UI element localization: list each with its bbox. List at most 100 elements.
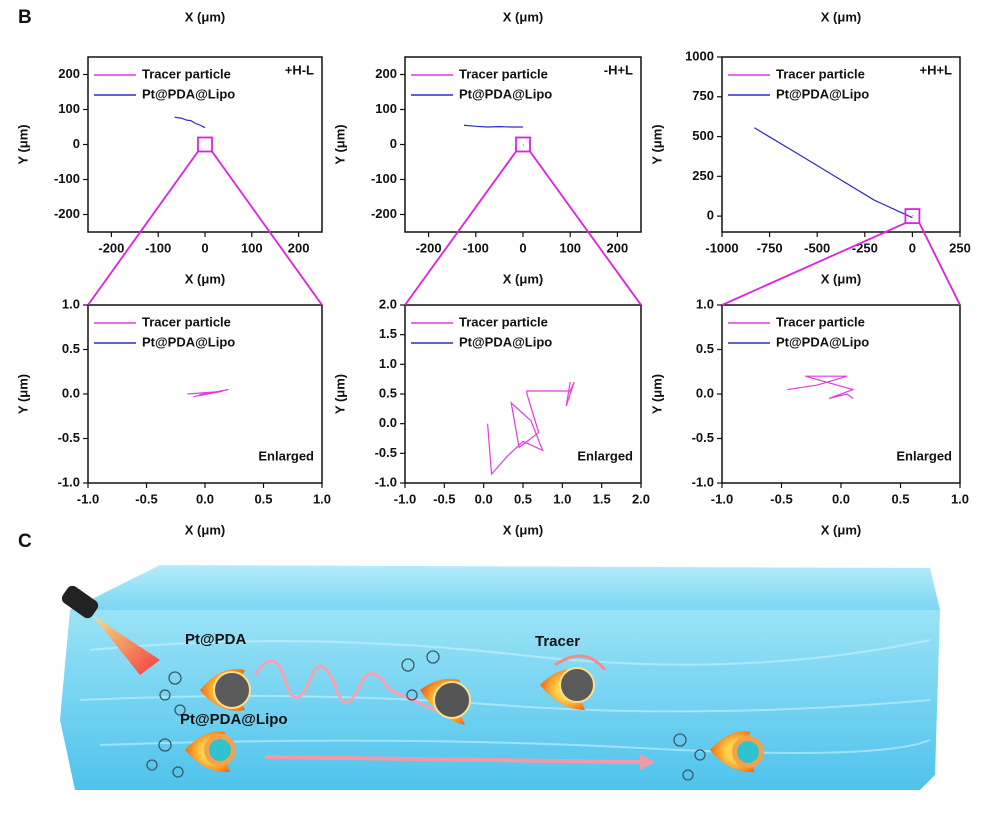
y-tick-label: -200 [54,206,80,221]
y-tick-label: 250 [692,168,714,183]
x-tick-label: 0.5 [514,491,532,506]
y-tick-label: -0.5 [58,430,80,445]
series-line [175,117,205,128]
illustration-label: Pt@PDA@Lipo [180,711,288,728]
y-tick-label: 0.0 [696,385,714,400]
y-tick-label: 0.5 [379,385,397,400]
x-axis-label: X (μm) [821,271,861,286]
y-axis-label: Y (μm) [15,124,30,164]
y-tick-label: 100 [375,101,397,116]
annotation: Enlarged [577,448,633,463]
x-tick-label: 200 [607,240,629,255]
x-tick-label: -0.5 [135,491,157,506]
x-tick-label: 0 [519,240,526,255]
x2-axis-label: X (μm) [185,9,225,24]
y-tick-label: 0.0 [379,415,397,430]
y-axis-label: Y (μm) [332,124,347,164]
legend-label: Pt@PDA@Lipo [142,86,235,101]
x-tick-label: -750 [757,240,783,255]
series-line [464,125,523,127]
x-axis-label: X (μm) [821,522,861,537]
series-line [488,382,575,474]
x-tick-label: 100 [241,240,263,255]
x-axis-label: X (μm) [185,271,225,286]
legend-label: Pt@PDA@Lipo [459,334,552,349]
y-tick-label: -1.0 [692,474,714,489]
y-tick-label: -200 [371,206,397,221]
x-axis-label: X (μm) [185,522,225,537]
plot-frame [722,57,960,232]
y-tick-label: 200 [58,66,80,81]
x-tick-label: -100 [463,240,489,255]
x-tick-label: 0 [201,240,208,255]
annotation: Enlarged [258,448,314,463]
annotation: Enlarged [896,448,952,463]
y-tick-label: 1.0 [379,356,397,371]
y-tick-label: -1.0 [58,474,80,489]
legend-label: Tracer particle [776,66,865,81]
x-tick-label: -250 [852,240,878,255]
x-tick-label: 200 [288,240,310,255]
y-axis-label: Y (μm) [649,374,664,414]
x-tick-label: -1.0 [394,491,416,506]
legend-label: Tracer particle [142,314,231,329]
series-line [754,128,912,218]
y-axis-label: Y (μm) [15,374,30,414]
x-tick-label: 0.0 [475,491,493,506]
x-tick-label: 2.0 [632,491,650,506]
water-top [70,565,940,610]
x-axis-label: X (μm) [503,522,543,537]
x-axis-label: X (μm) [503,271,543,286]
y-tick-label: -1.0 [375,474,397,489]
x-tick-label: -1.0 [711,491,733,506]
y-tick-label: -0.5 [375,445,397,460]
x2-axis-label: X (μm) [503,9,543,24]
y-tick-label: 1.5 [379,326,397,341]
illustration: Pt@PDA Tracer Pt@PDA@Lipo [60,565,940,790]
legend-label: Tracer particle [459,314,548,329]
illustration-label: Tracer [535,633,580,650]
legend-label: Pt@PDA@Lipo [776,86,869,101]
x-tick-label: 0.5 [891,491,909,506]
x-tick-label: 100 [559,240,581,255]
x-tick-label: 0.5 [254,491,272,506]
y-tick-label: 1.0 [696,296,714,311]
legend-label: Pt@PDA@Lipo [142,334,235,349]
x-tick-label: -500 [804,240,830,255]
y-tick-label: 1.0 [62,296,80,311]
y-tick-label: 0 [390,136,397,151]
x-tick-label: -200 [416,240,442,255]
legend-label: Tracer particle [776,314,865,329]
x-tick-label: -0.5 [433,491,455,506]
panel-label: C [18,531,32,552]
x-tick-label: 0.0 [196,491,214,506]
y-tick-label: 2.0 [379,296,397,311]
x-tick-label: -0.5 [770,491,792,506]
y-tick-label: 0.5 [62,341,80,356]
zoom-connector [88,152,198,306]
zoom-connector [722,223,905,305]
legend-label: Pt@PDA@Lipo [459,86,552,101]
y-tick-label: 0 [707,208,714,223]
legend-label: Pt@PDA@Lipo [776,334,869,349]
y-tick-label: 500 [692,128,714,143]
y-axis-label: Y (μm) [649,124,664,164]
y-tick-label: 0 [73,136,80,151]
y-axis-label: Y (μm) [332,374,347,414]
legend-label: Tracer particle [142,66,231,81]
x-tick-label: -200 [98,240,124,255]
series-line [187,390,228,397]
annotation: -H+L [604,62,633,77]
zoom-connector [405,152,516,306]
panel-label: B [18,7,32,28]
plot-frame [405,57,641,232]
y-tick-label: -100 [54,171,80,186]
y-tick-label: 750 [692,88,714,103]
x-tick-label: 0 [909,240,916,255]
